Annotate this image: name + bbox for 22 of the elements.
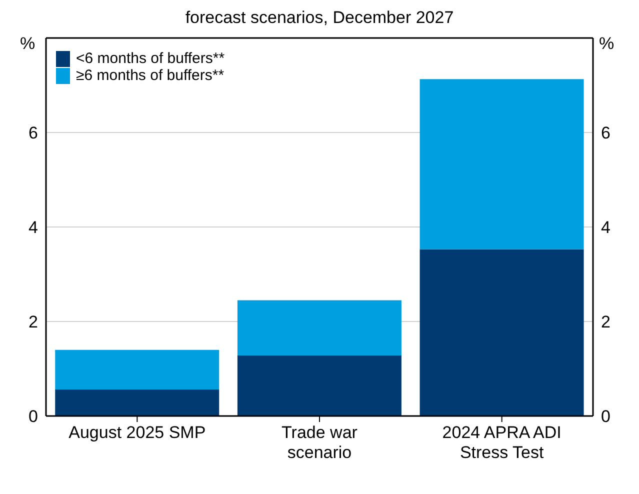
- legend-label: ≥6 months of buffers**: [76, 67, 224, 84]
- y2-tick-label: 6: [601, 124, 610, 143]
- y2-tick-label: 4: [601, 218, 610, 238]
- legend-label: <6 months of buffers**: [76, 50, 225, 67]
- bar: [55, 350, 220, 390]
- bar: [420, 79, 584, 250]
- y2-tick-label: 0: [601, 407, 610, 426]
- chart-title: forecast scenarios, December 2027: [184, 8, 455, 28]
- bar: [237, 300, 402, 356]
- y-axis-title: %: [20, 34, 36, 54]
- x-tick-label: 2024 APRA ADI Stress Test: [442, 423, 562, 462]
- x-tick-label: Trade war scenario: [282, 423, 358, 462]
- y2-axis-title: %: [599, 34, 614, 54]
- y-tick-label: 6: [28, 124, 38, 143]
- bar: [237, 356, 402, 416]
- y2-tick-label: 2: [601, 312, 610, 332]
- x-tick-label: August 2025 SMP: [68, 423, 206, 442]
- y-tick-label: 4: [28, 218, 38, 238]
- bar: [420, 249, 584, 416]
- y-tick-label: 2: [28, 312, 38, 332]
- bar: [55, 390, 220, 416]
- y-tick-label: 0: [28, 407, 38, 426]
